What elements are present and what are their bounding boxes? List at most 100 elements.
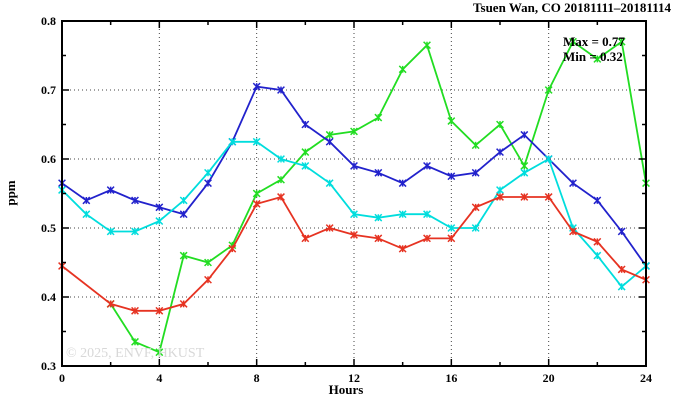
y-tick-label-0.6: 0.6 (41, 152, 56, 166)
series-red-marker (593, 237, 602, 246)
series-blue-marker (106, 186, 115, 194)
series-red-marker (447, 234, 456, 243)
series-red-marker (106, 299, 115, 308)
series-cyan-marker (520, 168, 529, 177)
y-tick-label-0.4: 0.4 (41, 290, 56, 304)
series-cyan-marker (131, 227, 139, 236)
series-cyan-marker (301, 161, 310, 170)
watermark: © 2025, ENVF, HKUST (66, 346, 205, 361)
series-cyan-marker (617, 282, 626, 291)
series-red-marker (204, 275, 212, 284)
series-cyan-marker (496, 186, 504, 194)
series-blue-marker (301, 120, 310, 129)
x-tick-label-8: 8 (254, 371, 260, 385)
series-red-marker (496, 193, 504, 201)
max-annotation: Max = 0.77 (563, 34, 625, 49)
series-green-marker (155, 348, 164, 357)
series-red-marker (131, 306, 139, 315)
x-tick-label-0: 0 (59, 371, 65, 385)
series-green-marker (374, 113, 383, 122)
series-blue-marker (423, 161, 431, 170)
series-green-marker (277, 175, 285, 184)
series-red-marker (569, 227, 577, 236)
series-blue-marker (593, 196, 602, 205)
series-green-marker (325, 130, 334, 139)
y-tick-label-0.3: 0.3 (41, 359, 56, 373)
series-blue-marker (569, 179, 577, 188)
chart-title: Tsuen Wan, CO 20181111–20181114 (473, 0, 671, 15)
series-cyan-marker (544, 155, 553, 163)
series-red-marker (398, 244, 407, 253)
tick-labels: 0 4 8 12 16 20 24 0.3 0.4 0.5 0.6 0.7 0.8 (41, 14, 652, 385)
series-blue-marker (617, 227, 626, 236)
x-tick-label-16: 16 (445, 371, 457, 385)
series-blue-marker (398, 179, 407, 188)
series-red-marker (544, 193, 553, 201)
series-green-marker (471, 141, 480, 150)
x-axis-label: Hours (329, 382, 364, 397)
series-blue-marker (374, 168, 383, 177)
series-cyan-marker (398, 210, 407, 219)
series-green-line (109, 40, 647, 354)
series-green-marker (350, 127, 358, 136)
series-cyan-marker (82, 210, 91, 219)
series-cyan-marker (423, 210, 431, 219)
min-annotation: Min = 0.32 (563, 49, 623, 64)
series-cyan-marker (350, 210, 358, 219)
y-axis-label: ppm (3, 180, 18, 205)
series-green-marker (131, 337, 139, 346)
series-blue-marker (496, 148, 504, 157)
x-tick-label-12: 12 (348, 371, 360, 385)
series-cyan-marker (252, 137, 261, 146)
series-green-marker (398, 65, 407, 74)
series-green-marker (520, 161, 529, 170)
series-green (106, 37, 650, 357)
series-cyan-marker (155, 217, 164, 226)
series-red (58, 193, 650, 315)
series-green-marker (593, 55, 602, 63)
series-blue-marker (155, 203, 164, 212)
series-blue-marker (520, 130, 529, 139)
series-red-marker (423, 234, 431, 243)
series-green-marker (496, 120, 504, 129)
series-red-marker (228, 244, 237, 253)
series-blue-marker (179, 210, 188, 219)
series-cyan-marker (228, 137, 237, 146)
series-green-marker (252, 189, 261, 198)
series-green-marker (569, 37, 577, 46)
series-cyan-marker (374, 213, 383, 222)
series-blue-marker (204, 179, 212, 188)
x-tick-label-24: 24 (640, 371, 652, 385)
series-blue-marker (82, 196, 91, 205)
series-red-marker (325, 224, 334, 232)
series-blue-marker (350, 161, 358, 170)
series-blue-marker (131, 196, 139, 205)
y-tick-label-0.8: 0.8 (41, 14, 56, 28)
y-tick-label-0.5: 0.5 (41, 221, 56, 235)
series-red-marker (277, 193, 285, 201)
series-red-marker (520, 193, 529, 201)
series-red-marker (350, 230, 358, 239)
series-red-line (61, 195, 647, 312)
series-green-marker (204, 258, 212, 267)
series-green-marker (423, 41, 431, 50)
series-green-marker (179, 251, 188, 260)
axes-ticks (61, 20, 647, 367)
y-tick-label-0.7: 0.7 (41, 83, 56, 97)
series-red-marker (155, 306, 164, 315)
series-cyan-marker (593, 251, 602, 260)
series-cyan-marker (106, 227, 115, 236)
series-cyan-marker (204, 168, 212, 177)
series-green-marker (544, 86, 553, 94)
series-cyan-marker (471, 224, 480, 232)
series-red-marker (252, 199, 261, 208)
series-blue-marker (471, 168, 480, 177)
series-red-marker (301, 234, 310, 243)
series-blue-marker (277, 86, 285, 94)
series-cyan-marker (325, 179, 334, 188)
series-cyan-marker (277, 155, 285, 163)
series-red-marker (179, 299, 188, 308)
series-green-marker (617, 37, 626, 46)
